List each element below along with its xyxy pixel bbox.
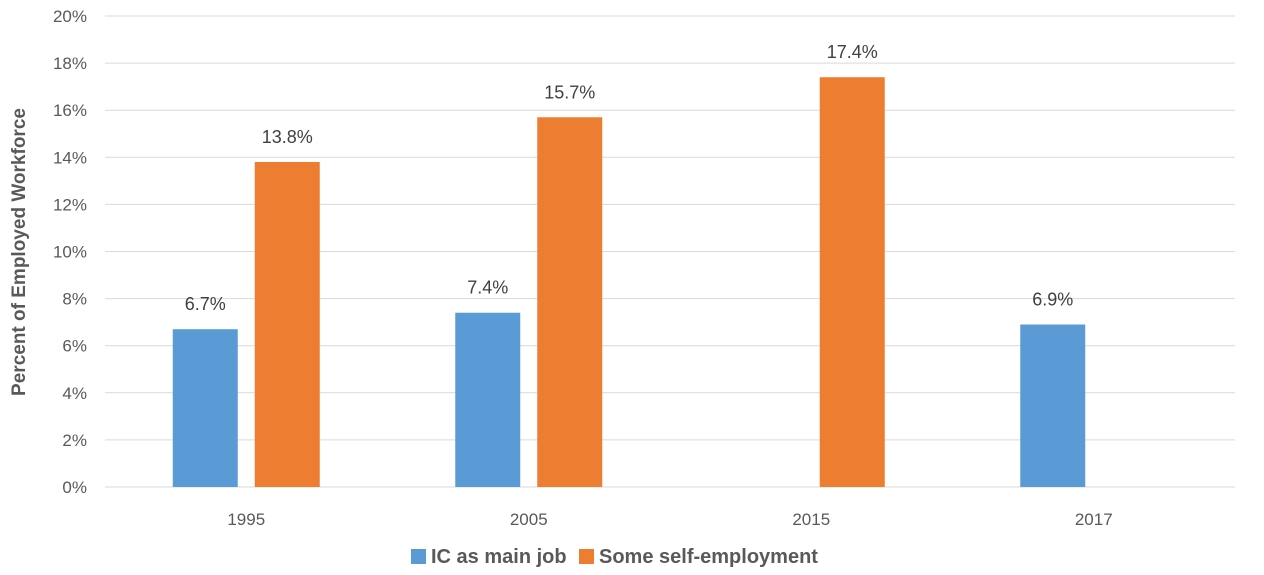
y-axis-ticks: 0% 2% 4% 6% 8% 10% 12% 14% 16% 18% 20% (53, 7, 87, 497)
bar-ic-as-main-job-2005 (455, 312, 521, 487)
y-tick-label: 4% (62, 384, 87, 403)
data-label: 13.8% (262, 127, 313, 147)
data-label: 6.9% (1032, 290, 1073, 310)
data-label: 17.4% (827, 42, 878, 62)
y-tick-label: 18% (53, 54, 87, 73)
bar-some-self-employment-2015 (819, 77, 885, 487)
bars (172, 77, 1086, 487)
y-tick-label: 20% (53, 7, 87, 26)
data-label: 15.7% (544, 82, 595, 102)
y-tick-label: 14% (53, 148, 87, 167)
legend: IC as main job Some self-employment (411, 546, 818, 568)
y-tick-label: 0% (62, 478, 87, 497)
legend-label-ic-main-job: IC as main job (431, 546, 567, 568)
bar-some-self-employment-2005 (537, 117, 603, 487)
y-tick-label: 12% (53, 195, 87, 214)
y-tick-label: 16% (53, 101, 87, 120)
legend-swatch-some-self-employment (579, 549, 594, 564)
bar-ic-as-main-job-1995 (172, 329, 238, 487)
data-labels: 6.7% 13.8% 7.4% 15.7% 17.4% 6.9% (185, 42, 1074, 314)
data-label: 7.4% (467, 278, 508, 298)
x-tick-label: 2015 (792, 510, 830, 529)
y-tick-label: 6% (62, 337, 87, 356)
x-tick-label: 2017 (1075, 510, 1113, 529)
x-tick-label: 1995 (227, 510, 265, 529)
y-axis-label: Percent of Employed Workforce (9, 108, 30, 396)
legend-label-some-self-employment: Some self-employment (599, 546, 818, 568)
x-tick-label: 2005 (510, 510, 548, 529)
x-axis-ticks: 1995 2005 2015 2017 (227, 510, 1112, 529)
y-tick-label: 8% (62, 290, 87, 309)
legend-swatch-ic-main-job (411, 549, 426, 564)
y-tick-label: 2% (62, 431, 87, 450)
bar-some-self-employment-1995 (254, 162, 320, 487)
bar-ic-as-main-job-2017 (1020, 324, 1086, 487)
y-tick-label: 10% (53, 243, 87, 262)
data-label: 6.7% (185, 294, 226, 314)
